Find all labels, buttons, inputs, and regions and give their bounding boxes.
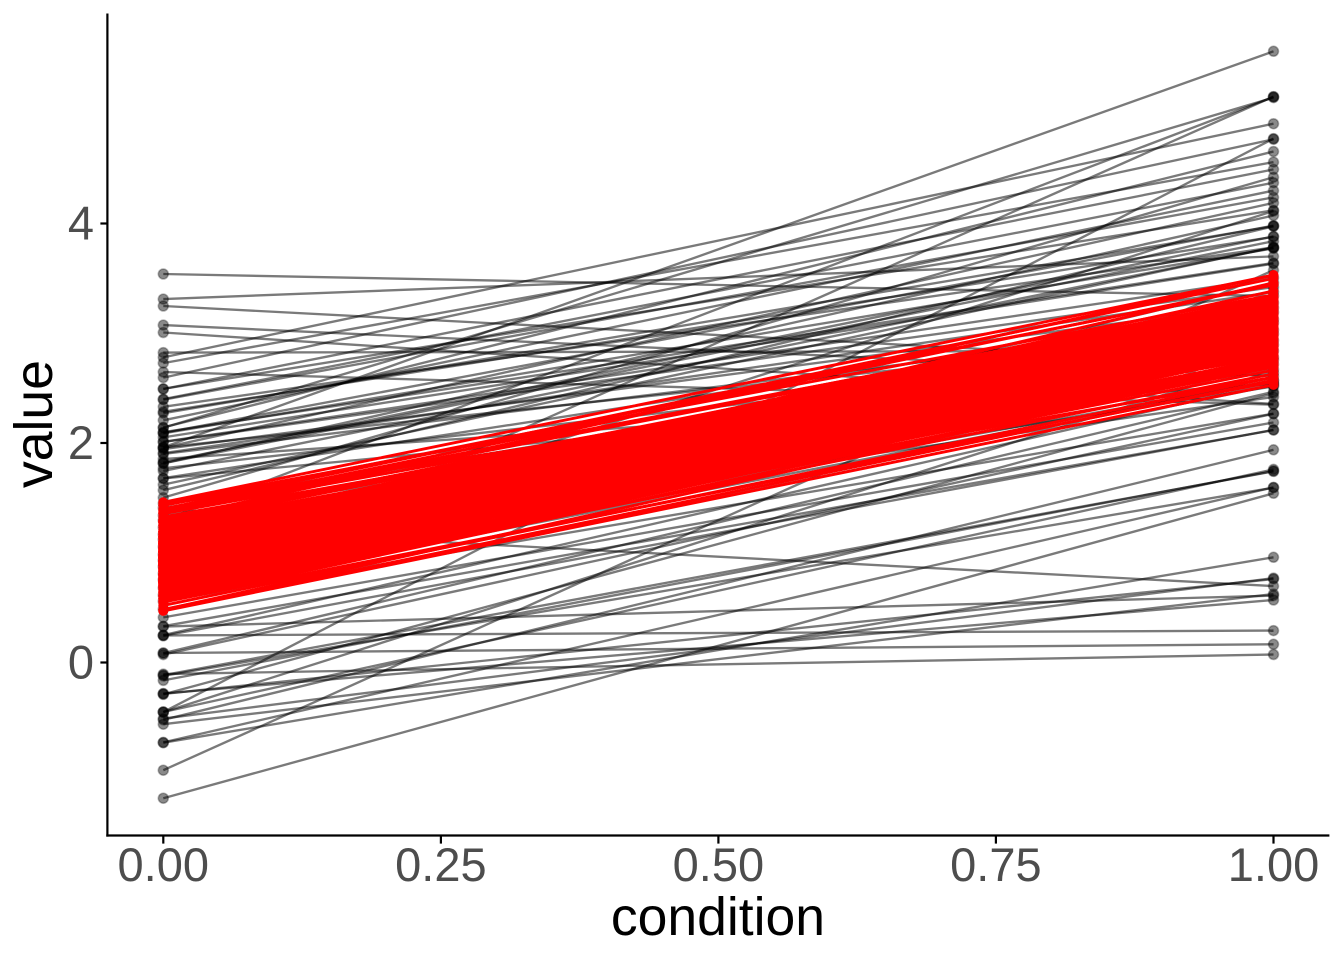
- svg-text:condition: condition: [611, 888, 825, 947]
- svg-text:0.00: 0.00: [118, 838, 209, 891]
- svg-text:0: 0: [68, 636, 94, 689]
- svg-text:1.00: 1.00: [1228, 838, 1319, 891]
- svg-text:0.50: 0.50: [673, 838, 764, 891]
- svg-text:value: value: [5, 360, 64, 488]
- svg-text:0.75: 0.75: [950, 838, 1041, 891]
- svg-text:4: 4: [68, 196, 94, 249]
- svg-text:2: 2: [68, 416, 94, 469]
- svg-text:0.25: 0.25: [395, 838, 486, 891]
